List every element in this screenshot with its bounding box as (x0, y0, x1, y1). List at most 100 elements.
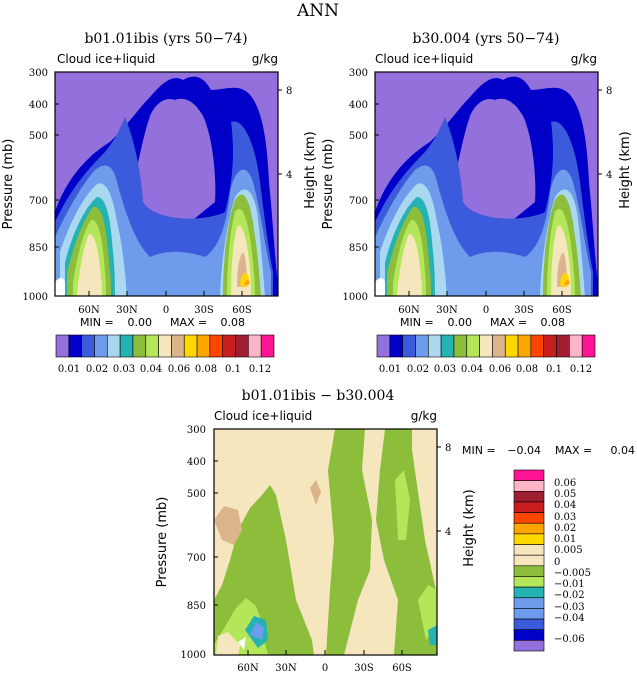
panel-title: b30.004 (yrs 50−74) (413, 31, 560, 47)
height-tick: 4 (286, 170, 292, 181)
colorbar-swatch (440, 334, 455, 358)
legend-swatch (513, 554, 545, 567)
right-axis-label: Height (km) (462, 489, 477, 566)
colorbar-label: 0.01 (379, 364, 401, 375)
min-value: −0.04 (507, 444, 541, 457)
y-tick: 700 (187, 553, 206, 564)
colorbar-swatch (248, 334, 262, 358)
colorbar-swatch (183, 334, 198, 358)
x-tick: 60S (232, 305, 252, 316)
right-axis-label: Height (km) (303, 131, 318, 208)
x-tick: 60N (78, 305, 100, 316)
legend-swatch (513, 480, 545, 492)
colorbar-label: 0.02 (407, 364, 429, 375)
height-tick: 8 (606, 86, 612, 97)
colorbar-label: 0.06 (489, 364, 511, 375)
x-tick-labels: 60N 30N 0 30S 60S (78, 305, 252, 316)
colorbar-label: 0.01 (58, 364, 80, 375)
contour-fill (375, 72, 598, 296)
legend-label: 0.06 (554, 478, 576, 489)
min-label: MIN = (400, 316, 434, 329)
legend-swatch (513, 565, 545, 577)
y-tick: 850 (29, 243, 48, 254)
right-axis-label: Height (km) (618, 131, 633, 208)
y-axis-label: Pressure (mb) (321, 139, 336, 230)
legend-label: −0.02 (554, 590, 585, 601)
max-label: MAX = (490, 316, 527, 329)
difference-colorbar-labels: 0.06 0.05 0.04 0.03 0.02 0.01 0.005 0 −0… (554, 478, 591, 645)
y-tick-labels: 300 400 500 700 850 1000 (343, 68, 368, 303)
legend-label: 0 (554, 557, 560, 568)
y-tick: 500 (349, 131, 368, 142)
x-tick: 30N (116, 305, 138, 316)
colorbar-labels: 0.01 0.02 0.03 0.04 0.06 0.08 0.1 0.12 (379, 364, 592, 375)
legend-label: −0.06 (554, 634, 585, 645)
y-tick: 300 (349, 68, 368, 79)
colorbar (55, 334, 275, 358)
colorbar-swatch (504, 334, 519, 358)
contour-region (244, 279, 250, 286)
legend-swatch (513, 501, 545, 513)
colorbar-swatch (94, 334, 108, 358)
x-tick: 60N (398, 305, 420, 316)
x-tick: 60S (552, 305, 572, 316)
legend-swatch (513, 618, 545, 631)
y-tick: 300 (187, 425, 206, 436)
contour-region (564, 279, 570, 286)
panel-title: b01.01ibis (yrs 50−74) (84, 31, 247, 47)
difference-colorbar (513, 469, 545, 652)
colorbar-label: 0.1 (225, 364, 241, 375)
max-label: MAX = (555, 444, 592, 457)
y-tick: 1000 (181, 650, 206, 661)
colorbar-label: 0.08 (516, 364, 538, 375)
x-tick: 30S (354, 663, 374, 673)
y-tick: 500 (187, 489, 206, 500)
y-tick: 1000 (343, 292, 368, 303)
contour-region (77, 233, 102, 296)
colorbar-label: 0.03 (113, 364, 135, 375)
colorbar-label: 0.12 (249, 364, 271, 375)
legend-swatch (513, 576, 545, 588)
colorbar-swatch (402, 334, 416, 358)
y-tick: 700 (349, 196, 368, 207)
field-label: Cloud ice+liquid (375, 52, 473, 66)
colorbar-swatch (556, 334, 570, 358)
panel-control-run: b01.01ibis (yrs 50−74) Cloud ice+liquid … (1, 31, 318, 375)
legend-label: 0.03 (554, 512, 576, 523)
colorbar-swatch (235, 334, 249, 358)
colorbar-swatch (171, 334, 185, 358)
y-tick: 500 (29, 131, 48, 142)
legend-label: 0.05 (554, 489, 576, 500)
contour-fill (55, 72, 278, 296)
colorbar-swatch (106, 334, 121, 358)
legend-label: 0.005 (554, 545, 583, 556)
colorbar-swatch (466, 334, 480, 358)
colorbar-swatch (55, 334, 70, 358)
x-tick: 30S (194, 305, 214, 316)
legend-swatch (513, 640, 545, 652)
colorbar-swatch (158, 334, 172, 358)
legend-swatch (513, 608, 545, 620)
legend-label: −0.005 (554, 568, 591, 579)
legend-swatch (513, 544, 545, 556)
colorbar-label: 0.02 (86, 364, 108, 375)
colorbar-swatch (569, 334, 583, 358)
x-tick-labels: 60N 30N 0 30S 60S (398, 305, 572, 316)
colorbar-label: 0.06 (168, 364, 190, 375)
colorbar-swatch (389, 334, 403, 358)
legend-swatch (513, 629, 545, 641)
height-tick: 4 (445, 527, 451, 538)
colorbar-swatch (453, 334, 468, 358)
legend-swatch (513, 597, 545, 609)
legend-label: 0.01 (554, 534, 576, 545)
x-tick: 30S (514, 305, 534, 316)
colorbar-swatch (517, 334, 532, 358)
colorbar-label: 0.12 (570, 364, 592, 375)
max-label: MAX = (170, 316, 207, 329)
units-label: g/kg (411, 409, 437, 423)
max-value: 0.08 (541, 316, 566, 329)
x-tick: 30N (436, 305, 458, 316)
colorbar-swatch (492, 334, 506, 358)
colorbar-label: 0.03 (434, 364, 456, 375)
x-tick: 60N (237, 663, 259, 673)
